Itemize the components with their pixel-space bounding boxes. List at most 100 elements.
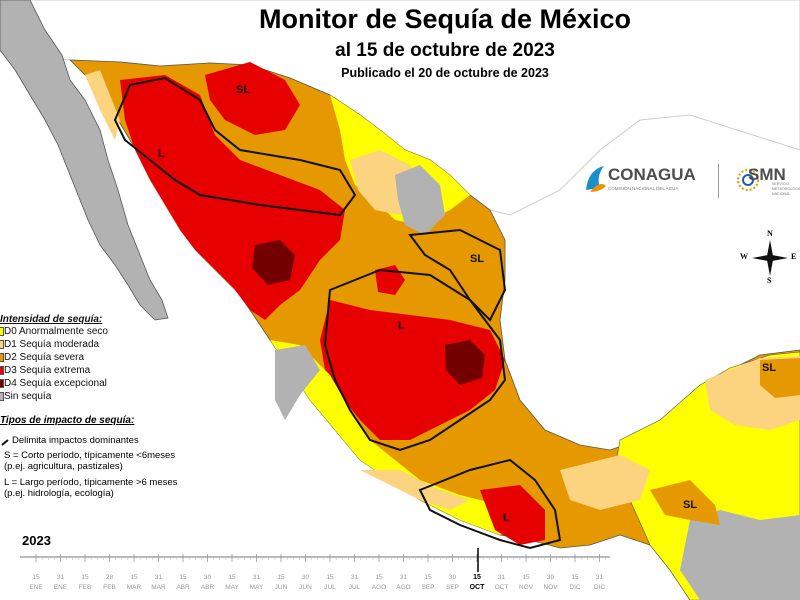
timeline-day-label: 15	[424, 574, 432, 581]
impact-boundary-l-central	[323, 268, 507, 452]
baja-california	[0, 0, 169, 321]
timeline-month-label: MAY	[249, 584, 264, 591]
d1-band-north	[85, 70, 120, 140]
smn-logo: SMN SERVICIO METEOROLÓGICO NACIONAL	[722, 160, 800, 200]
conagua-emblem-icon	[586, 166, 606, 192]
impact-legend-heading: Tipos de impacto de sequía:	[0, 415, 135, 426]
compass-w: W	[740, 252, 748, 261]
impact-short-label: S = Corto período, típicamente <6meses	[4, 450, 176, 461]
timeline-month-label: SEP	[421, 584, 435, 591]
timeline-day-label: 30	[448, 574, 457, 581]
map-label: SL	[762, 362, 777, 374]
timeline-day-label: 15	[522, 574, 530, 581]
timeline-month-label: ABR	[176, 584, 190, 591]
timeline-day-label: 30	[546, 574, 555, 581]
legend-item: D4 Sequía excepcional	[0, 377, 180, 390]
timeline-month-label: FEB	[78, 584, 92, 591]
timeline-day-label: 31	[399, 574, 408, 581]
map-label: SL	[236, 84, 251, 96]
timeline-month-label: AGO	[371, 584, 387, 591]
d3-central	[320, 300, 505, 440]
timeline-year: 2023	[22, 533, 51, 548]
yucatan-d2	[760, 358, 800, 398]
timeline-ticks	[35, 554, 606, 562]
d4-central	[445, 340, 485, 385]
timeline-month-label: SEP	[445, 584, 459, 591]
timeline-day-label: 15	[473, 574, 481, 581]
timeline-day-label: 15	[81, 574, 89, 581]
map-label: L	[398, 320, 405, 332]
timeline-day-label: 31	[154, 574, 163, 581]
compass-rose	[752, 240, 788, 276]
d4-durango	[252, 240, 295, 285]
timeline-month-label: DIC	[593, 584, 606, 591]
conagua-name: CONAGUA	[608, 165, 696, 184]
impact-long-example: (p.ej. hidrología, ecología)	[4, 488, 114, 499]
south-gray	[275, 345, 320, 420]
timeline-month-label: JUN	[299, 584, 312, 591]
conagua-tagline: COMISIÓN NACIONAL DEL AGUA	[608, 186, 679, 191]
timeline-day-label: 31	[595, 574, 604, 581]
timeline-month-label: NOV	[518, 584, 534, 591]
impact-boundary-l-north	[113, 76, 357, 217]
impact-short-example: (p.ej. agricultura, pastizales)	[4, 461, 123, 472]
drought-legend: Intensidad de sequía: D0 Anormalmente se…	[0, 314, 180, 403]
timeline-day-label: 15	[228, 574, 236, 581]
timeline-month-label: JUL	[348, 584, 361, 591]
impact-boundary-l-south	[418, 458, 562, 550]
timeline-day-label: 15	[277, 574, 285, 581]
timeline-month-label: OCT	[494, 584, 509, 591]
timeline-day-label: 15	[375, 574, 383, 581]
legend-item: D3 Sequía extrema	[0, 364, 180, 377]
boundary-legend-icon	[1, 439, 9, 446]
impact-boundary-sl-east	[408, 228, 507, 322]
timeline-month-label: ABR	[200, 584, 215, 591]
timeline-day-label: 31	[252, 574, 261, 581]
legend-swatch	[0, 340, 4, 349]
map-label: SL	[470, 253, 485, 265]
compass-s: S	[767, 276, 772, 285]
oaxaca-d3	[480, 485, 545, 545]
smn-name: SMN	[748, 165, 786, 184]
guerrero-d1	[360, 470, 470, 510]
timeline-month-label: JUN	[274, 584, 288, 591]
timeline-month-label: MAR	[126, 584, 142, 591]
page-subtitle: al 15 de octubre de 2023	[335, 40, 555, 61]
legend-swatch	[0, 379, 4, 388]
map-label: L	[503, 512, 510, 524]
impact-long-label: L = Largo período, típicamente >6 meses	[4, 477, 178, 488]
timeline-day-label: 31	[350, 574, 359, 581]
timeline-day-label: 31	[56, 574, 65, 581]
logo-divider	[718, 164, 719, 198]
timeline-month-label: AGO	[396, 584, 411, 591]
impact-boundary-label: Delimita impactos dominantes	[12, 435, 139, 446]
published-date: Publicado el 20 de octubre de 2023	[341, 66, 549, 80]
legend-item: D2 Sequía severa	[0, 351, 180, 364]
legend-swatch	[0, 327, 4, 336]
timeline-month-label: NOV	[543, 584, 558, 591]
timeline-month-label: FEB	[103, 584, 116, 591]
smn-tagline: SERVICIO METEOROLÓGICO NACIONAL	[772, 182, 800, 196]
d3-sl-blob	[205, 62, 300, 135]
timeline-day-label: 31	[497, 574, 506, 581]
legend-item: D0 Anormalmente seco	[0, 325, 180, 338]
legend-swatch	[0, 366, 4, 375]
timeline-month-label: ENE	[53, 584, 68, 591]
timeline-month-label: ENE	[29, 584, 43, 591]
timeline-day-label: 15	[326, 574, 334, 581]
northeast-gray	[395, 165, 445, 235]
yucatan-gray	[680, 510, 800, 600]
compass-n: N	[767, 229, 773, 238]
timeline-month-label: OCT	[469, 584, 485, 591]
south-d0	[270, 340, 520, 535]
legend-heading: Intensidad de sequía:	[0, 314, 103, 325]
timeline-month-label: DIC	[569, 584, 581, 591]
timeline-day-label: 15	[571, 574, 579, 581]
timeline-month-label: MAY	[225, 584, 239, 591]
timeline-day-label: 28	[105, 574, 114, 581]
legend-swatch	[0, 392, 4, 401]
chiapas-d1	[560, 455, 650, 510]
legend-item: Sin sequía	[0, 390, 180, 403]
map-label: L	[158, 148, 165, 160]
